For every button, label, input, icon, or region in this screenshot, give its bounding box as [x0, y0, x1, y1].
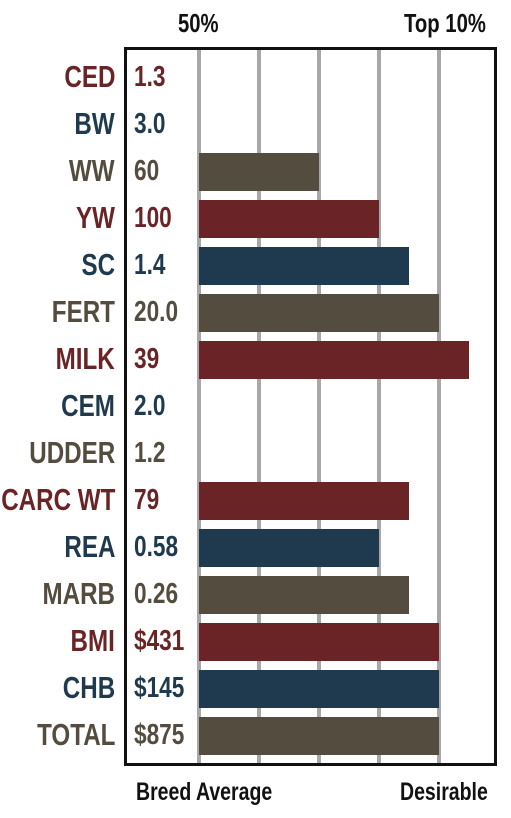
value-label-text: 60	[134, 155, 160, 187]
category-label-text: BW	[74, 106, 115, 141]
value-label-text: 0.26	[134, 578, 179, 610]
category-label-text: MILK	[55, 341, 115, 376]
value-label: 3.0	[134, 108, 174, 141]
category-label-text: CEM	[61, 388, 115, 423]
category-label: MARB	[22, 576, 115, 612]
value-label-text: $145	[134, 672, 185, 704]
value-label: 39	[134, 343, 166, 376]
category-label-text: YW	[76, 200, 115, 235]
category-label: SC	[72, 247, 115, 283]
value-label-text: 0.58	[134, 531, 179, 563]
category-label: REA	[50, 529, 115, 565]
x-axis-right-label: Desirable	[400, 778, 488, 806]
category-label: MILK	[39, 341, 115, 377]
category-label: CEM	[46, 388, 115, 424]
category-label-text: BMI	[70, 623, 115, 658]
plot-frame	[124, 47, 497, 766]
value-label: 1.2	[134, 437, 174, 470]
top-left-label: 50%	[178, 8, 219, 38]
value-label-text: 79	[134, 484, 160, 516]
category-label-text: CED	[63, 59, 115, 94]
value-label: 79	[134, 484, 166, 517]
category-label: YW	[65, 200, 115, 236]
value-label: 60	[134, 155, 166, 188]
value-label: $875	[134, 719, 199, 752]
category-label: UDDER	[5, 435, 115, 471]
value-label-text: $875	[134, 719, 185, 751]
category-label: BW	[63, 106, 115, 142]
category-label-text: WW	[69, 153, 115, 188]
value-label: 0.58	[134, 531, 190, 564]
top-right-label: Top 10%	[404, 8, 486, 38]
value-label: 1.4	[134, 249, 174, 282]
category-label: WW	[56, 153, 115, 189]
category-label-text: REA	[63, 529, 115, 564]
x-axis-left-label: Breed Average	[136, 778, 273, 806]
value-label-text: 20.0	[134, 296, 179, 328]
value-label: 0.26	[134, 578, 190, 611]
value-label: 100	[134, 202, 182, 235]
value-label: $431	[134, 625, 199, 658]
category-label-text: TOTAL	[36, 717, 115, 752]
category-label: BMI	[58, 623, 115, 659]
category-label: CED	[50, 59, 115, 95]
value-label-text: 1.4	[134, 249, 166, 281]
value-label: 20.0	[134, 296, 190, 329]
category-label-text: CARC WT	[0, 482, 115, 517]
value-label-text: 3.0	[134, 108, 166, 140]
value-label: 2.0	[134, 390, 174, 423]
value-label-text: 100	[134, 202, 172, 234]
value-label-text: 1.2	[134, 437, 166, 469]
category-label-text: CHB	[62, 670, 115, 705]
value-label-text: 2.0	[134, 390, 166, 422]
category-label-text: MARB	[42, 576, 115, 611]
category-label: TOTAL	[15, 717, 115, 753]
value-label: $145	[134, 672, 199, 705]
category-label-text: FERT	[51, 294, 115, 329]
value-label: 1.3	[134, 61, 174, 94]
category-label: CHB	[48, 670, 115, 706]
category-label-text: SC	[81, 247, 115, 282]
category-label: FERT	[34, 294, 115, 330]
category-label-text: UDDER	[29, 435, 115, 470]
value-label-text: 39	[134, 343, 160, 375]
value-label-text: 1.3	[134, 61, 166, 93]
value-label-text: $431	[134, 625, 185, 657]
category-label: CARC WT	[0, 482, 115, 518]
